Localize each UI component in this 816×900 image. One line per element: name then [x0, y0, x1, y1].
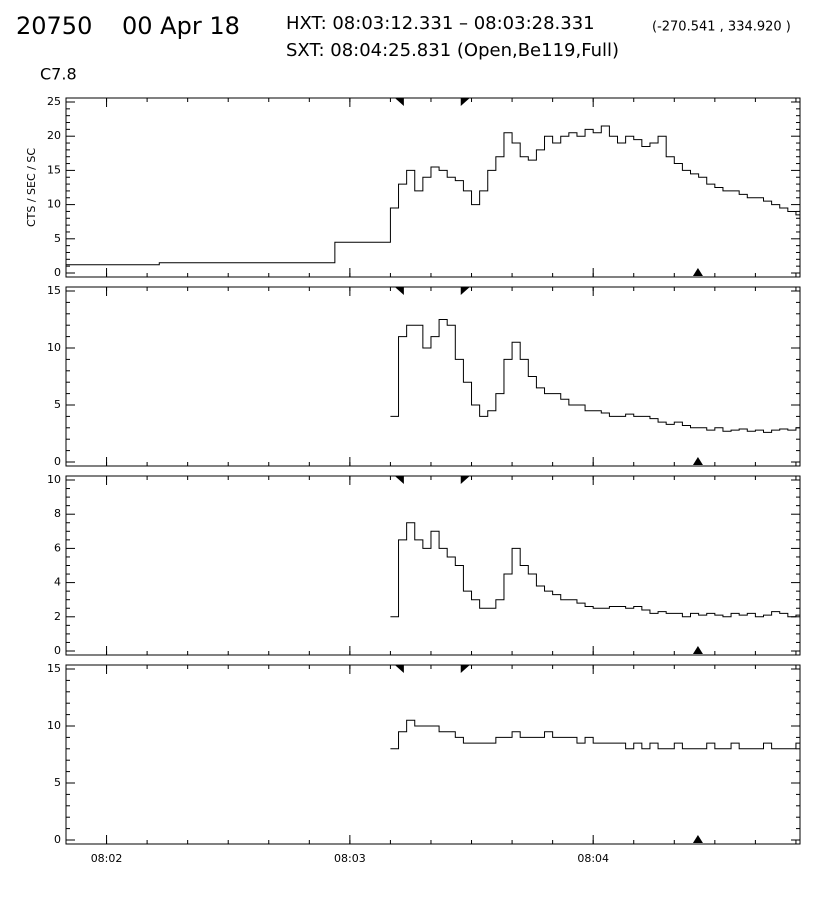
y-tick-label: 5 — [54, 776, 61, 789]
y-tick-label: 0 — [54, 644, 61, 657]
y-tick-label: 5 — [54, 232, 61, 245]
plot-frame — [65, 286, 801, 467]
hxt-window-flag — [460, 287, 470, 295]
y-tick-label: 0 — [54, 833, 61, 846]
y-axis-label: CTS / SEC / SC — [25, 148, 38, 227]
y-tick-label: 2 — [54, 610, 61, 623]
hxt-window-flag — [394, 665, 404, 673]
sxt-marker — [692, 268, 703, 276]
hxt-window-flag — [394, 98, 404, 106]
date: 00 Apr 18 — [122, 12, 240, 40]
x-tick-label: 08:03 — [334, 852, 366, 865]
y-tick-label: 20 — [47, 129, 61, 142]
y-tick-label: 8 — [54, 507, 61, 520]
y-tick-label: 5 — [54, 398, 61, 411]
y-tick-label: 15 — [47, 163, 61, 176]
plot-frame — [65, 97, 801, 278]
y-tick-label: 4 — [54, 576, 61, 589]
sxt-marker — [692, 457, 703, 465]
goes-class: C7.8 — [40, 65, 77, 84]
y-tick-label: 10 — [47, 719, 61, 732]
flare-id: 20750 — [16, 12, 92, 40]
y-tick-label: 10 — [47, 198, 61, 211]
hxt-window-flag — [394, 476, 404, 484]
plot-frame — [65, 664, 801, 845]
light-curve — [66, 125, 800, 266]
hxt-window-flag — [460, 476, 470, 484]
x-tick-label: 08:02 — [91, 852, 123, 865]
light-curve — [390, 522, 800, 618]
y-tick-label: 15 — [47, 662, 61, 675]
coords: (-270.541 , 334.920 ) — [652, 20, 791, 35]
y-tick-label: 6 — [54, 541, 61, 554]
sxt-marker — [692, 835, 703, 843]
y-tick-label: 10 — [47, 473, 61, 486]
sxt-marker — [692, 646, 703, 654]
light-curve — [390, 719, 800, 750]
sxt-time: SXT: 08:04:25.831 (Open,Be119,Full) — [286, 40, 619, 61]
y-tick-label: 25 — [47, 95, 61, 108]
hxt-window-flag — [460, 98, 470, 106]
plot-frame — [65, 475, 801, 656]
y-tick-label: 0 — [54, 266, 61, 279]
y-tick-label: 10 — [47, 341, 61, 354]
y-tick-label: 0 — [54, 455, 61, 468]
x-tick-label: 08:04 — [577, 852, 609, 865]
light-curve — [390, 319, 800, 433]
hxt-time: HXT: 08:03:12.331 – 08:03:28.331 — [286, 13, 595, 34]
y-tick-label: 15 — [47, 284, 61, 297]
hxt-window-flag — [394, 287, 404, 295]
hxt-window-flag — [460, 665, 470, 673]
